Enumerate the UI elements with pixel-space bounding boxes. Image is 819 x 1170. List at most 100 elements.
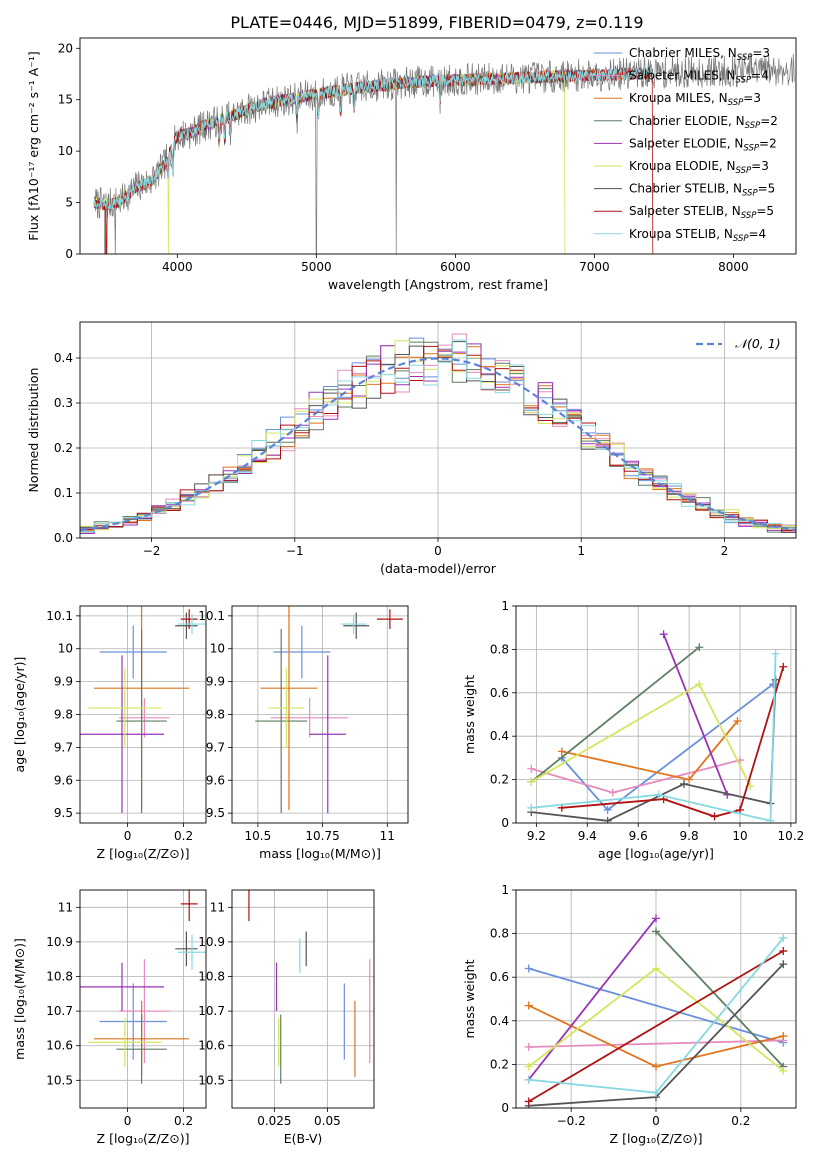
spectrum-model-line <box>93 66 654 210</box>
y-tick-label: 0.2 <box>490 773 509 787</box>
legend-label: 𝒩(0, 1) <box>735 336 781 351</box>
x-axis-label: wavelength [Angstrom, rest frame] <box>328 277 548 292</box>
plot-area <box>524 914 788 1108</box>
mass-weight-line <box>530 646 700 783</box>
legend-subscript: SSP <box>736 166 752 176</box>
mass-weight-line <box>561 720 739 781</box>
y-tick-label: 1 <box>501 599 509 613</box>
legend-nssp: =3 <box>752 46 770 60</box>
x-axis-label: Z [log₁₀(Z/Z⊙)] <box>97 846 190 861</box>
mass-weight-marker <box>695 643 704 652</box>
mass-weight-marker <box>659 630 668 639</box>
y-tick-label: 0.8 <box>490 927 509 941</box>
mass-weight-marker <box>652 1062 660 1071</box>
x-tick-label: 10 <box>732 829 747 843</box>
axes-frame <box>79 321 797 539</box>
y-tick-label: 9.5 <box>206 806 225 820</box>
legend-label: Chabrier ELODIE, NSSP=2 <box>629 114 778 131</box>
legend-nssp: =5 <box>758 182 776 196</box>
x-tick-label: 9.8 <box>680 829 699 843</box>
y-axis-label: mass [log₁₀(M/M⊙)] <box>12 938 27 1060</box>
panel-age-vs-Z: 0 0.2 9.5 9.6 9.7 9.8 9.9 10 10.1 Z [log₁₀(Z/Z⊙)]… <box>12 605 207 861</box>
x-tick-label: 11 <box>380 829 395 843</box>
legend-nssp: =4 <box>749 227 767 241</box>
mass-weight-marker <box>771 649 780 658</box>
x-tick-label: 6000 <box>440 260 471 274</box>
x-tick-label: −2 <box>143 544 161 558</box>
legend-nssp: =5 <box>756 204 774 218</box>
mass-weight-marker <box>652 1088 660 1097</box>
y-tick-label: 10.1 <box>198 609 225 623</box>
y-axis-label: Normed distribution <box>26 368 41 493</box>
plot-area <box>248 890 371 1084</box>
x-tick-label: 5000 <box>301 260 332 274</box>
x-tick-label: −1 <box>286 544 304 558</box>
y-tick-label: 9.6 <box>206 773 225 787</box>
y-tick-label: 10.9 <box>198 935 225 949</box>
panel-mass-weight-vs-Z: −0.2 0 0.2 0 0.2 0.4 0.6 0.8 1 Z [log₁₀(Z/Z⊙)] mas… <box>462 883 797 1146</box>
mass-weight-marker <box>603 805 612 814</box>
x-axis-label: Z [log₁₀(Z/Z⊙)] <box>97 1131 190 1146</box>
x-tick-label: 0 <box>434 544 442 558</box>
mass-weight-marker <box>766 816 775 823</box>
grid <box>232 606 408 823</box>
y-axis-label: mass weight <box>462 959 477 1038</box>
legend-subscript: SSP <box>736 76 752 86</box>
panel-age-vs-mass: 10.5 10.75 11 9.5 9.6 9.7 9.8 9.9 10 10.1 mass [lo… <box>198 605 409 861</box>
legend-nssp: =4 <box>751 69 769 83</box>
legend-label: Chabrier STELIB, NSSP=5 <box>629 182 775 199</box>
mass-weight-marker <box>654 790 663 799</box>
histogram-step <box>80 339 796 532</box>
legend-label: Kroupa MILES, NSSP=3 <box>629 91 761 108</box>
plot-area <box>80 606 206 814</box>
y-tick-label: 11 <box>58 900 73 914</box>
y-tick-label: 9.6 <box>54 773 73 787</box>
grid <box>516 605 796 824</box>
axes-frame <box>515 605 797 824</box>
x-tick-label: 0 <box>124 829 132 843</box>
mass-weight-line <box>662 633 729 796</box>
legend-nssp: =2 <box>759 136 777 150</box>
plot-area <box>80 890 206 1084</box>
x-tick-label: 0.2 <box>174 829 193 843</box>
legend-nssp: =2 <box>760 114 778 128</box>
panel-mass-vs-ebv: 0.025 0.05 10.5 10.6 10.7 10.8 10.9 11 E(B-V) <box>198 889 375 1146</box>
mass-weight-marker <box>603 816 612 823</box>
y-tick-label: 0 <box>501 1101 509 1115</box>
spectrum-legend: Chabrier MILES, NSSP=3 Salpeter MILES, NS… <box>594 46 778 244</box>
y-tick-label: 10.7 <box>46 1004 73 1018</box>
legend-label: Chabrier MILES, NSSP=3 <box>629 46 770 63</box>
mass-weight-marker <box>527 764 536 773</box>
y-tick-label: 0.0 <box>54 531 73 545</box>
x-tick-label: 0 <box>124 1114 132 1128</box>
x-tick-label: 0.025 <box>257 1114 291 1128</box>
panel-spectrum: 4000 5000 6000 7000 8000 0 5 10 15 20 wavelength [… <box>26 37 797 292</box>
legend-subscript: SSP <box>728 98 744 108</box>
mass-weight-marker <box>736 805 744 814</box>
mass-weight-marker <box>710 812 719 821</box>
x-tick-label: 9.4 <box>578 829 597 843</box>
plot-area <box>255 606 403 814</box>
mass-weight-marker <box>652 927 660 936</box>
y-tick-label: 9.9 <box>54 675 73 689</box>
mass-weight-marker <box>527 803 536 812</box>
mass-weight-line <box>531 653 777 822</box>
mass-weight-line <box>655 930 784 1068</box>
mass-weight-marker <box>524 1062 533 1071</box>
x-tick-label: 10.2 <box>778 829 805 843</box>
mass-weight-line <box>527 917 657 1081</box>
panel-mass-weight-vs-age: 9.2 9.4 9.6 9.8 10 10.2 0 0.2 0.4 0.6 0.8 1 age [log… <box>462 599 804 861</box>
panel-mass-vs-Z: 0 0.2 10.5 10.6 10.7 10.8 10.9 11 Z [log₁₀(Z/Z⊙)… <box>12 889 207 1146</box>
y-tick-label: 9.5 <box>54 806 73 820</box>
mass-weight-marker <box>524 1075 533 1084</box>
legend-subscript: SSP <box>737 53 753 63</box>
mass-weight-line <box>528 950 784 1103</box>
histogram-step <box>80 341 796 533</box>
y-tick-label: 0.6 <box>490 686 509 700</box>
legend-nssp: =3 <box>743 91 761 105</box>
y-tick-label: 0.2 <box>490 1057 509 1071</box>
x-axis-label: Z [log₁₀(Z/Z⊙)] <box>610 1131 703 1146</box>
y-axis-label: age [log₁₀(age/yr)] <box>12 657 27 773</box>
mass-weight-marker <box>524 1097 533 1106</box>
